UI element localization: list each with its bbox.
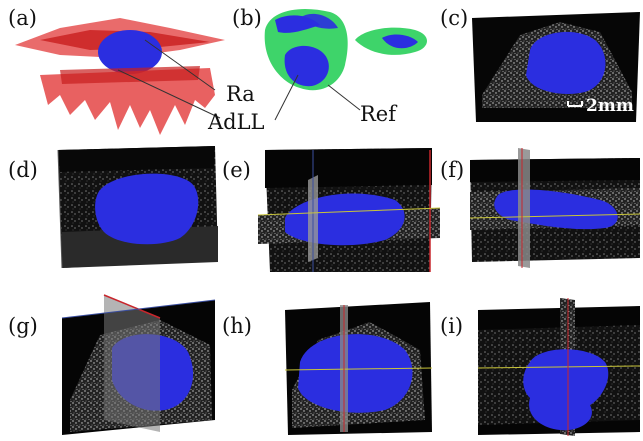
label-ra: Ra bbox=[226, 82, 255, 106]
panel-h-render bbox=[284, 302, 433, 435]
panel-d-render bbox=[57, 146, 218, 269]
label-ref: Ref bbox=[360, 102, 397, 126]
panel-label-h: (h) bbox=[222, 314, 252, 338]
panel-c-render bbox=[472, 12, 640, 122]
panel-i-render bbox=[477, 298, 641, 436]
scale-bar-label: 2mm bbox=[586, 96, 634, 116]
panel-label-b: (b) bbox=[232, 6, 262, 30]
panel-label-g: (g) bbox=[8, 314, 38, 338]
panel-label-d: (d) bbox=[8, 158, 38, 182]
panel-label-a: (a) bbox=[8, 6, 37, 30]
panel-f-render bbox=[469, 148, 641, 268]
panel-e-render bbox=[257, 148, 441, 272]
panel-g-render bbox=[61, 294, 216, 435]
panel-b-render bbox=[264, 9, 428, 121]
panel-label-e: (e) bbox=[222, 158, 251, 182]
panel-label-c: (c) bbox=[440, 6, 469, 30]
panel-label-f: (f) bbox=[440, 158, 465, 182]
label-adll: AdLL bbox=[208, 110, 265, 134]
panel-a-render bbox=[15, 18, 225, 135]
panel-label-i: (i) bbox=[440, 314, 464, 338]
